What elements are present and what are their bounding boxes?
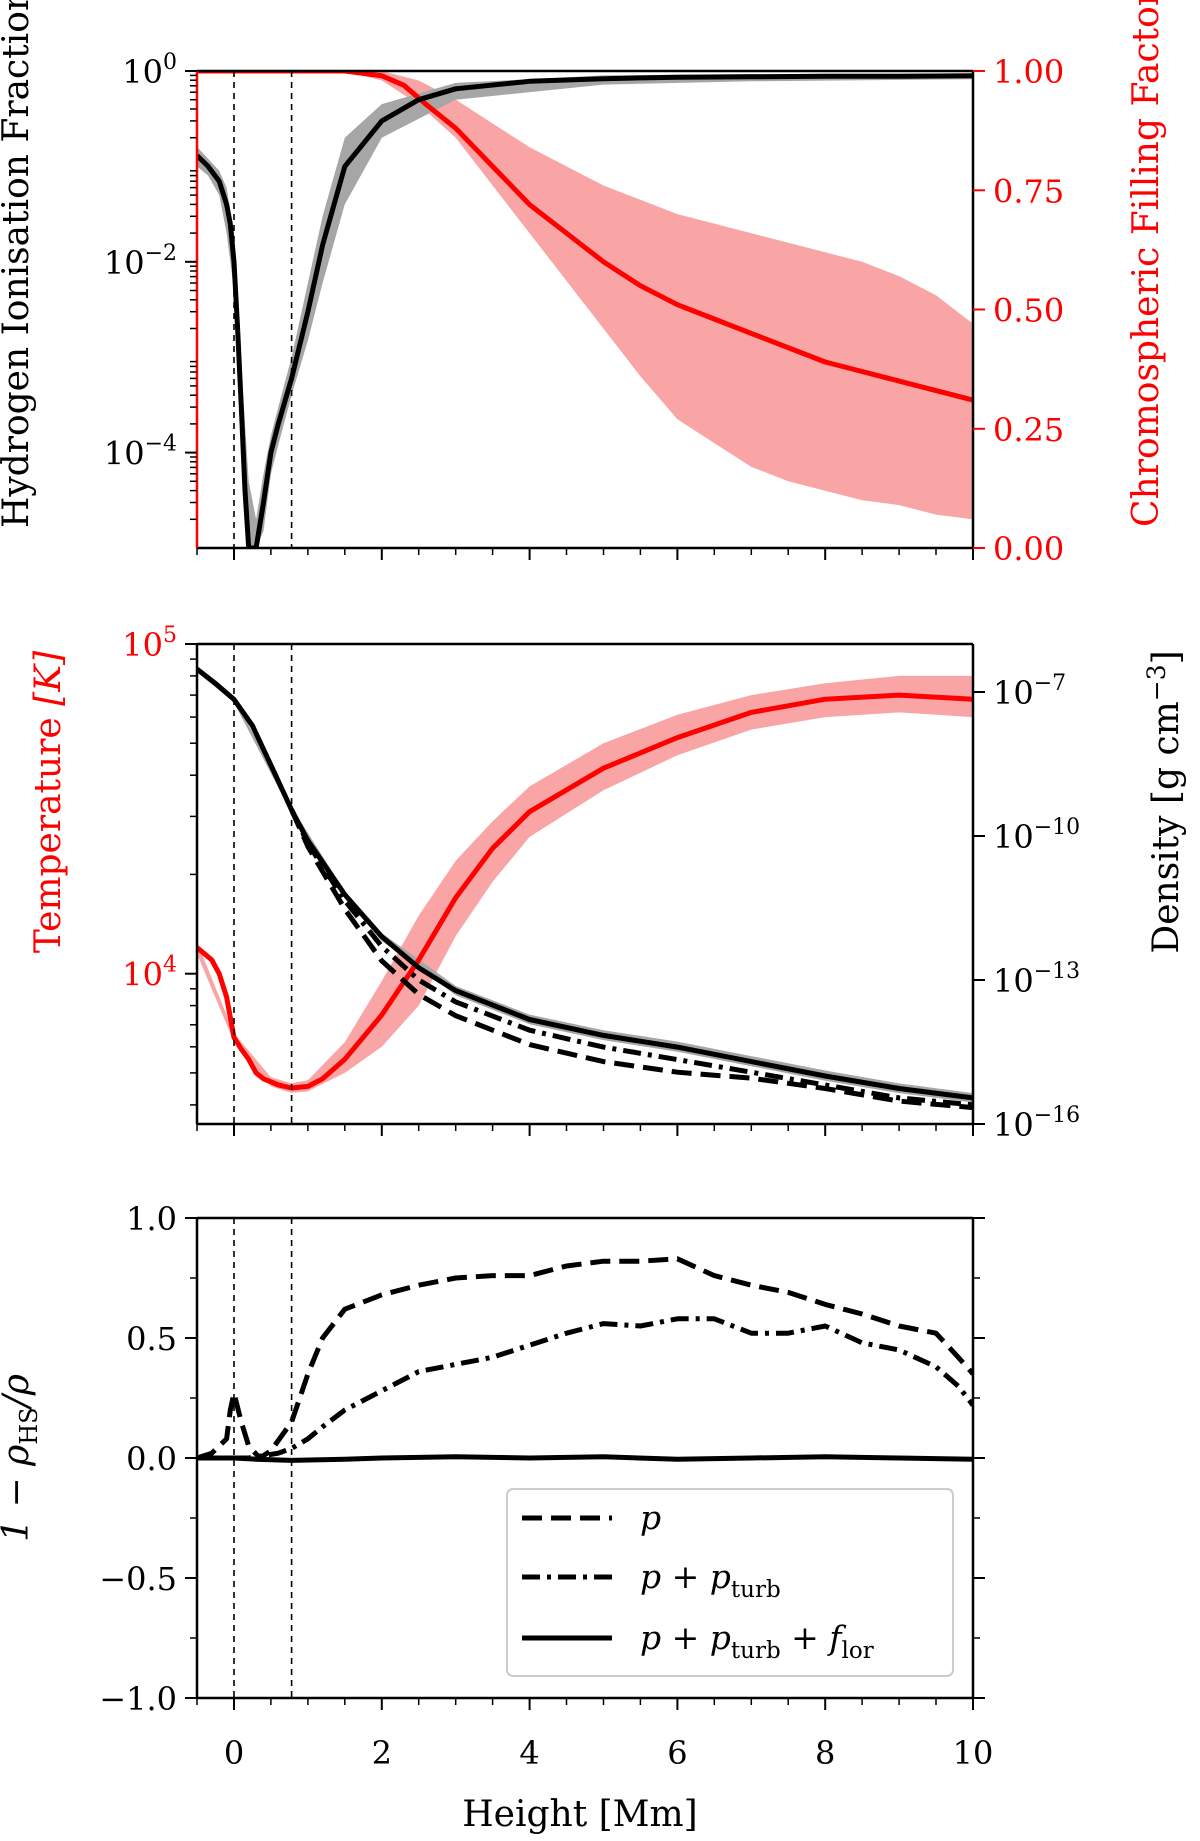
x-tick-label: 2 [372, 1734, 392, 1772]
middle-right-tick-label: 10−10 [993, 815, 1080, 856]
top-plot-area [197, 71, 973, 548]
top-series-group [197, 71, 973, 548]
middle-right-tick-label: 10−13 [993, 959, 1080, 1000]
middle-right-tick-label-exponent: −7 [1034, 671, 1066, 696]
top-right-tick-label: 0.75 [993, 172, 1064, 210]
top-left-tick-label-base: 10 [104, 435, 145, 473]
middle-left-ylabel-unit: [K] [28, 650, 69, 706]
middle-left-tick-label-base: 10 [122, 626, 163, 664]
top-left-tick-label-exponent: −4 [145, 432, 177, 457]
bottom-reference-lines [233, 1218, 293, 1698]
x-tick-label: 10 [953, 1734, 994, 1772]
bottom-axes: 1.0 0.5 0.0 −0.5 −1.0 [99, 1200, 985, 1718]
temperature-band [197, 675, 973, 1093]
middle-left-tick-label: 104 [122, 953, 177, 994]
middle-right-tick-label: 10−16 [993, 1103, 1080, 1144]
legend-box [506, 1488, 954, 1677]
bottom-y-tick-label: −1.0 [99, 1680, 177, 1718]
middle-right-ylabel-close: ] [1146, 650, 1187, 664]
bottom-y-tick-label: 0.5 [126, 1320, 177, 1358]
top-left-tick-label: 10−2 [104, 241, 177, 282]
bottom-y-tick-label: −0.5 [99, 1560, 177, 1598]
middle-left-tick-label: 105 [122, 623, 177, 664]
bottom-ylabel: 1 − ρHS/ρ [0, 1374, 43, 1542]
middle-right-tick-label-base: 10 [993, 674, 1034, 712]
top-right-tick-label: 1.00 [993, 53, 1064, 91]
filling-factor-band [197, 71, 973, 520]
middle-right-tick-label-exponent: −10 [1034, 815, 1080, 840]
top-left-ylabel: Hydrogen Ionisation Fraction [0, 0, 37, 528]
bottom-ylabel-main: 1 − ρ [0, 1445, 37, 1542]
middle-right-ylabel: Density [g cm−3] [1142, 650, 1187, 953]
density-line-p [289, 808, 973, 1111]
panel-bottom: 1.0 0.5 0.0 −0.5 −1.0 1 − ρHS/ρ p p + pturb … [0, 1200, 985, 1718]
deviation-line-dashed [197, 1256, 973, 1461]
bottom-ylabel-sub: HS [15, 1407, 43, 1444]
density-line-full [197, 667, 973, 1101]
top-left-tick-label: 10−4 [104, 432, 177, 473]
middle-right-tick-label-base: 10 [993, 1106, 1034, 1144]
legend-label-p-pturb-sub: turb [731, 1577, 781, 1603]
deviation-line-dashdot [197, 1316, 973, 1461]
bottom-y-tick-label: 0.0 [126, 1440, 177, 1478]
middle-right-tick-label-exponent: −16 [1034, 1103, 1080, 1128]
top-left-tick-label-base: 10 [104, 244, 145, 282]
deviation-line-solid [197, 1454, 973, 1463]
bottom-ylabel-tail: /ρ [0, 1374, 37, 1410]
middle-left-tick-label-exponent: 5 [163, 623, 177, 648]
middle-right-tick-label: 10−7 [993, 671, 1066, 712]
top-reference-lines [233, 71, 293, 548]
x-axis-label: Height [Mm] [462, 1794, 697, 1835]
x-tick-label: 6 [667, 1734, 687, 1772]
filling-factor-line [197, 71, 973, 403]
top-left-tick-label-base: 10 [122, 53, 163, 91]
middle-left-tick-label-base: 10 [122, 956, 163, 994]
top-right-tick-label: 0.50 [993, 292, 1064, 330]
middle-right-tick-label-base: 10 [993, 818, 1034, 856]
middle-left-ylabel: Temperature [K] [28, 650, 69, 953]
middle-reference-lines [233, 644, 293, 1124]
middle-right-ylabel-main: Density [g cm [1146, 701, 1187, 953]
bottom-plot-area [197, 1256, 973, 1463]
legend-label-p: p [640, 1498, 661, 1537]
legend: p p + pturb p + pturb + flor [506, 1488, 954, 1677]
x-tick-label: 0 [224, 1734, 244, 1772]
x-tick-label: 4 [519, 1734, 539, 1772]
top-right-tick-label: 0.00 [993, 530, 1064, 568]
ionisation-line [197, 73, 973, 548]
bottom-y-tick-label: 1.0 [126, 1200, 177, 1238]
x-tick-labels: 0 2 4 6 8 10 [224, 1734, 994, 1772]
middle-right-tick-label-exponent: −13 [1034, 959, 1080, 984]
middle-right-ylabel-exp: −3 [1142, 664, 1171, 701]
legend-label-p-pturb-flor: p + pturb + flor [640, 1618, 874, 1664]
middle-right-tick-label-base: 10 [993, 962, 1034, 1000]
top-right-ylabel: Chromospheric Filling Factor [1126, 0, 1167, 527]
legend-label-full-sub2: lor [842, 1638, 874, 1664]
density-band [197, 666, 973, 1103]
legend-label-full-sub1: turb [731, 1638, 781, 1664]
top-left-tick-label-exponent: 0 [163, 50, 177, 75]
legend-label-p-pturb-base: p + p [640, 1557, 731, 1596]
bottom-series-group [197, 1256, 973, 1463]
legend-label-p-base: p [640, 1498, 661, 1537]
top-right-tick-label: 0.25 [993, 411, 1064, 449]
x-tick-label: 8 [815, 1734, 835, 1772]
middle-plot-area [197, 666, 973, 1111]
temperature-line [197, 692, 973, 1091]
middle-left-ylabel-main: Temperature [28, 706, 69, 953]
top-left-tick-label: 100 [122, 50, 177, 91]
legend-label-full-base: p + p [640, 1618, 731, 1657]
top-left-tick-label-exponent: −2 [145, 241, 177, 266]
middle-left-tick-label-exponent: 4 [163, 953, 177, 978]
middle-series-group [197, 666, 973, 1111]
legend-label-full-plus: + f [781, 1618, 848, 1657]
density-line-p-pturb [289, 808, 973, 1108]
legend-label-p-pturb: p + pturb [640, 1557, 781, 1603]
